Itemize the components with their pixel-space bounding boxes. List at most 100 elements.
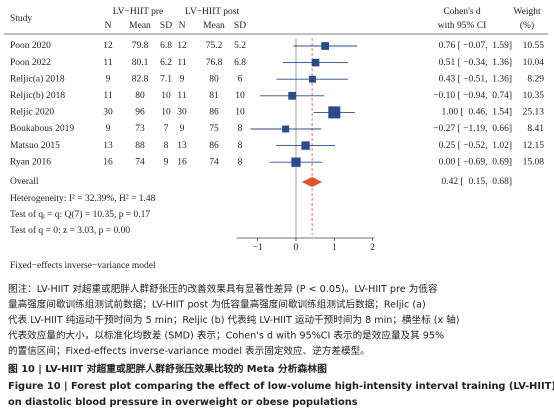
caption-title-en: on diastolic blood pressure in overweigh… [8,397,358,408]
overall-name: Overall [10,177,39,187]
study-name: Poon 2022 [10,58,51,68]
effect-square [301,141,310,150]
weight-label: 25.13 [523,108,545,118]
x-tick-label: 2 [370,243,375,253]
effect-label: 0.00 [ −0.69, 0.69] [439,157,512,167]
post-cell: 8 [238,141,243,151]
pre-cell: 30 [103,108,113,118]
pre-cell: 7 [164,124,169,134]
post-cell: 10 [235,108,245,118]
effect-label: 0.25 [ −0.52, 1.02] [439,141,512,151]
pre-cell: 10 [161,91,171,101]
pre-cell: 10 [161,108,171,118]
caption-note: 量高强度间歇训练组测试前数据；LV-HIIT post 为低容量高强度间歇训练组… [8,299,426,311]
stat-line: Test of q = 0: z = 3.03, p = 0.00 [10,225,130,236]
post-cell: 9 [180,74,185,84]
effect-square [309,75,316,83]
header-study: Study [10,14,32,24]
header-sub: SD [234,21,246,31]
study-name: Poon 2020 [10,41,51,51]
post-cell: 6.8 [234,58,246,68]
post-cell: 75 [209,124,219,134]
header-weight: (%) [520,20,534,31]
x-tick-label: −1 [253,243,263,253]
pre-cell: 79.8 [132,41,149,51]
post-cell: 13 [177,141,187,151]
pre-cell: 9 [106,124,111,134]
post-cell: 16 [177,157,187,167]
header-sub: Mean [129,21,151,31]
post-cell: 76.8 [206,58,223,68]
effect-square [282,125,290,133]
effect-label: 0.43 [ −0.51, 1.36] [439,74,512,84]
header-sub: N [105,21,112,31]
post-cell: 6 [238,74,243,84]
post-cell: 11 [177,91,186,101]
effect-square [328,106,341,119]
caption-title-en: Figure 10 | Forest plot comparing the ef… [8,381,554,392]
post-cell: 74 [209,157,219,167]
pre-cell: 9 [164,157,169,167]
x-tick-label: 1 [332,243,337,253]
pre-cell: 6.2 [160,58,172,68]
header-post: LV−HIIT post [185,7,240,17]
pre-cell: 8 [164,141,169,151]
header-sub: SD [160,21,172,31]
study-name: Matsuo 2015 [10,141,60,151]
pre-cell: 13 [103,141,113,151]
post-cell: 81 [209,91,219,101]
effect-label: 1.00 [ 0.46, 1.54] [442,108,512,118]
caption-note: 图注：LV-HIIT 对超重或肥胖人群舒张压的改善效果具有显著性差异 (P < … [8,283,438,295]
post-cell: 12 [177,41,187,51]
pre-cell: 16 [103,157,113,167]
study-name: Reljic(b) 2018 [10,90,65,101]
x-tick-label: 0 [294,243,299,253]
header-effect: Cohen's d [443,7,481,17]
weight-label: 10.04 [523,58,545,68]
study-name: Reljic(a) 2018 [10,73,65,84]
effect-square [321,42,330,50]
post-cell: 75.2 [206,41,223,51]
weight-label: 10.55 [523,41,545,51]
pre-cell: 80 [135,91,145,101]
caption-note: 代表效应量的大小，以标准化均数差 (SMD) 表示；Cohen's d with… [8,330,444,342]
pre-cell: 12 [103,41,113,51]
overall-label: 0.42 [ 0.15, 0.68] [442,177,512,187]
effect-label: 0.76 [ −0.07, 1.59] [439,41,512,51]
pre-cell: 88 [135,141,145,151]
weight-label: 12.15 [523,141,545,151]
post-cell: 8 [238,157,243,167]
pre-cell: 74 [135,157,145,167]
pre-cell: 73 [135,124,145,134]
header-sub: Mean [203,21,225,31]
header-sub: N [179,21,186,31]
pre-cell: 9 [106,74,111,84]
weight-label: 8.29 [527,74,544,84]
pre-cell: 11 [103,91,112,101]
header-effect: with 95% CI [438,21,487,31]
post-cell: 86 [209,141,219,151]
pre-cell: 6.8 [160,41,172,51]
post-cell: 86 [209,108,219,118]
stat-line: Test of qᵢ = q: Q(7) = 10.35, p = 0.17 [10,209,150,220]
post-cell: 10 [235,91,245,101]
caption-note: 的置信区间；Fixed-effects inverse-variance mod… [8,345,370,357]
model-note: Fixed−effects inverse−variance model [10,260,156,271]
pre-cell: 7.1 [160,74,172,84]
study-name: Boukabous 2019 [10,124,74,134]
post-cell: 11 [177,58,186,68]
effect-square [311,58,320,67]
caption-title-cn: 图 10 | LV-HIIT 对超重或肥胖人群舒张压效果比较的 Meta 分析森… [8,362,327,375]
header-weight: Weight [513,7,541,17]
pre-cell: 96 [135,108,145,118]
pre-cell: 80.1 [132,58,149,68]
header-pre: LV−HIIT pre [113,7,163,17]
post-cell: 80 [209,74,219,84]
pre-cell: 82.8 [132,74,149,84]
weight-label: 10.35 [523,91,545,101]
effect-label: −0.10 [ −0.94, 0.74] [433,91,512,101]
effect-square [291,157,301,167]
effect-label: −0.27 [ −1.19, 0.66] [433,124,512,134]
stat-line: Heterogeneity: I² = 32.39%, H² = 1.48 [10,194,156,204]
